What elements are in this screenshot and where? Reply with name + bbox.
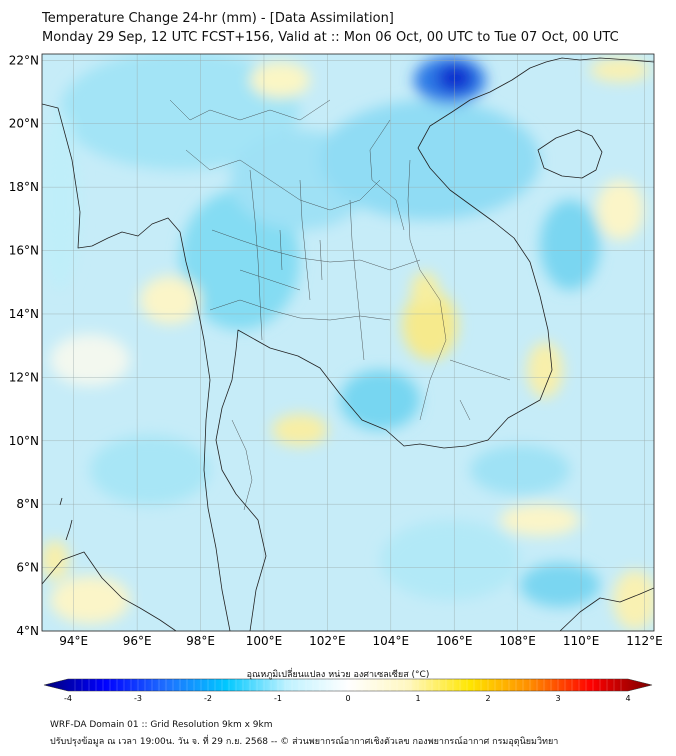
lon-label: 100°E — [246, 634, 283, 648]
lat-label: 14°N — [9, 307, 39, 321]
colorbar-bar — [43, 678, 653, 692]
lon-label: 98°E — [186, 634, 215, 648]
colorbar-tick-label: 4 — [625, 694, 630, 703]
lat-label: 4°N — [16, 624, 39, 638]
map-subtitle: Monday 29 Sep, 12 UTC FCST+156, Valid at… — [42, 30, 619, 45]
colorbar-ticks: -4 -3 -2 -1 0 1 2 3 4 — [64, 694, 631, 703]
border-2 — [211, 229, 421, 271]
border-1 — [185, 149, 381, 211]
coastlines — [42, 57, 654, 631]
coast-hainan — [537, 129, 603, 179]
lon-label: 112°E — [626, 634, 663, 648]
border-11 — [449, 359, 511, 421]
footer-credit: ปรับปรุงข้อมูล ณ เวลา 19:00น. วัน จ. ที่… — [50, 737, 559, 747]
map-plot-area: 22°N 20°N 18°N 16°N 14°N 12°N 10°N 8°N 6°N 4°N 94°… — [9, 53, 663, 648]
lon-label: 96°E — [123, 634, 152, 648]
colorbar-tick-label: 1 — [415, 694, 420, 703]
lon-label: 102°E — [309, 634, 346, 648]
colorbar-gradient — [43, 678, 653, 692]
lat-label: 20°N — [9, 117, 39, 131]
colorbar-tick-label: -3 — [134, 694, 142, 703]
lat-label: 12°N — [9, 370, 39, 384]
lon-label: 94°E — [59, 634, 88, 648]
coast-peninsula-east — [215, 57, 654, 631]
border-3 — [209, 299, 391, 321]
lat-label: 16°N — [9, 244, 39, 258]
map-title: Temperature Change 24-hr (mm) - [Data As… — [42, 11, 394, 26]
lon-label: 108°E — [499, 634, 536, 648]
lon-label: 106°E — [436, 634, 473, 648]
coast-mainland — [42, 103, 231, 631]
province-borders — [169, 99, 511, 511]
lat-label: 6°N — [16, 561, 39, 575]
lat-label: 8°N — [16, 497, 39, 511]
border-4 — [249, 169, 263, 341]
border-6 — [349, 199, 365, 361]
lat-label: 22°N — [9, 53, 39, 67]
border-8 — [369, 119, 405, 231]
border-5 — [299, 179, 311, 301]
border-10 — [239, 229, 323, 291]
colorbar-title: อุณหภูมิเปลี่ยนแปลง หน่วย องศาเซลเซียส (… — [246, 670, 430, 680]
lat-label: 10°N — [9, 434, 39, 448]
lon-label: 110°E — [563, 634, 600, 648]
border-7 — [407, 159, 447, 421]
colorbar-tick-label: 0 — [345, 694, 350, 703]
colorbar-tick-label: -4 — [64, 694, 72, 703]
footer-model-info: WRF-DA Domain 01 :: Grid Resolution 9km … — [50, 720, 273, 730]
border-9 — [169, 99, 331, 121]
axis-labels: 22°N 20°N 18°N 16°N 14°N 12°N 10°N 8°N 6°N 4°N 94°… — [9, 53, 663, 648]
lon-label: 104°E — [373, 634, 410, 648]
colorbar-tick-label: 3 — [555, 694, 560, 703]
coast-andaman — [59, 497, 73, 541]
coast-sumatra — [42, 551, 177, 631]
colorbar: -4 -3 -2 -1 0 1 2 3 4 — [43, 678, 653, 703]
colorbar-tick-label: -1 — [274, 694, 282, 703]
map-frame — [41, 53, 655, 632]
border-12 — [231, 419, 253, 511]
lat-label: 18°N — [9, 180, 39, 194]
coast-borneo — [559, 587, 654, 631]
temperature-field — [42, 54, 654, 630]
colorbar-tick-label: -2 — [204, 694, 212, 703]
colorbar-tick-label: 2 — [485, 694, 490, 703]
